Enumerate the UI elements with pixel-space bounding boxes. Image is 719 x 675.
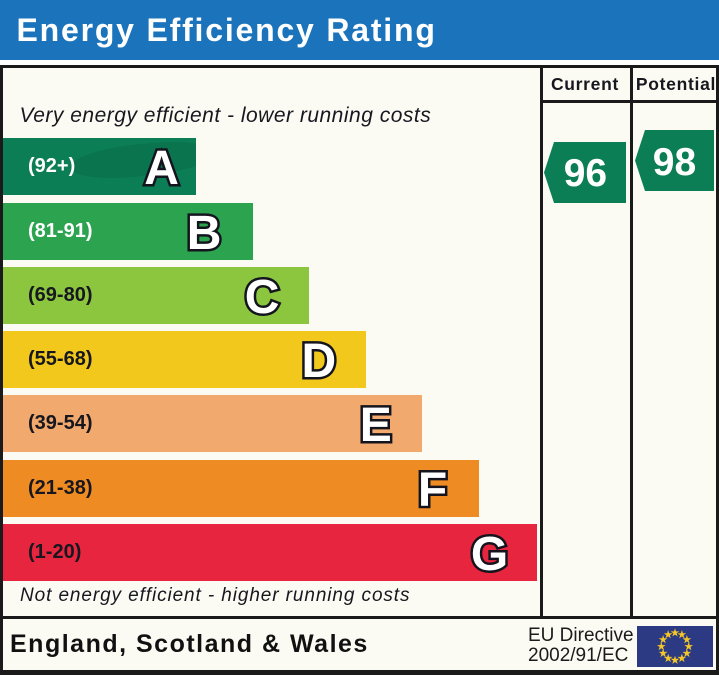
svg-text:C: C — [245, 271, 280, 324]
svg-text:96: 96 — [564, 152, 607, 195]
svg-text:E: E — [360, 399, 392, 452]
svg-text:G: G — [471, 528, 508, 581]
svg-text:A: A — [144, 142, 179, 195]
svg-text:B: B — [187, 207, 222, 260]
svg-text:D: D — [301, 335, 336, 388]
svg-text:F: F — [418, 464, 447, 517]
svg-text:98: 98 — [653, 141, 696, 184]
